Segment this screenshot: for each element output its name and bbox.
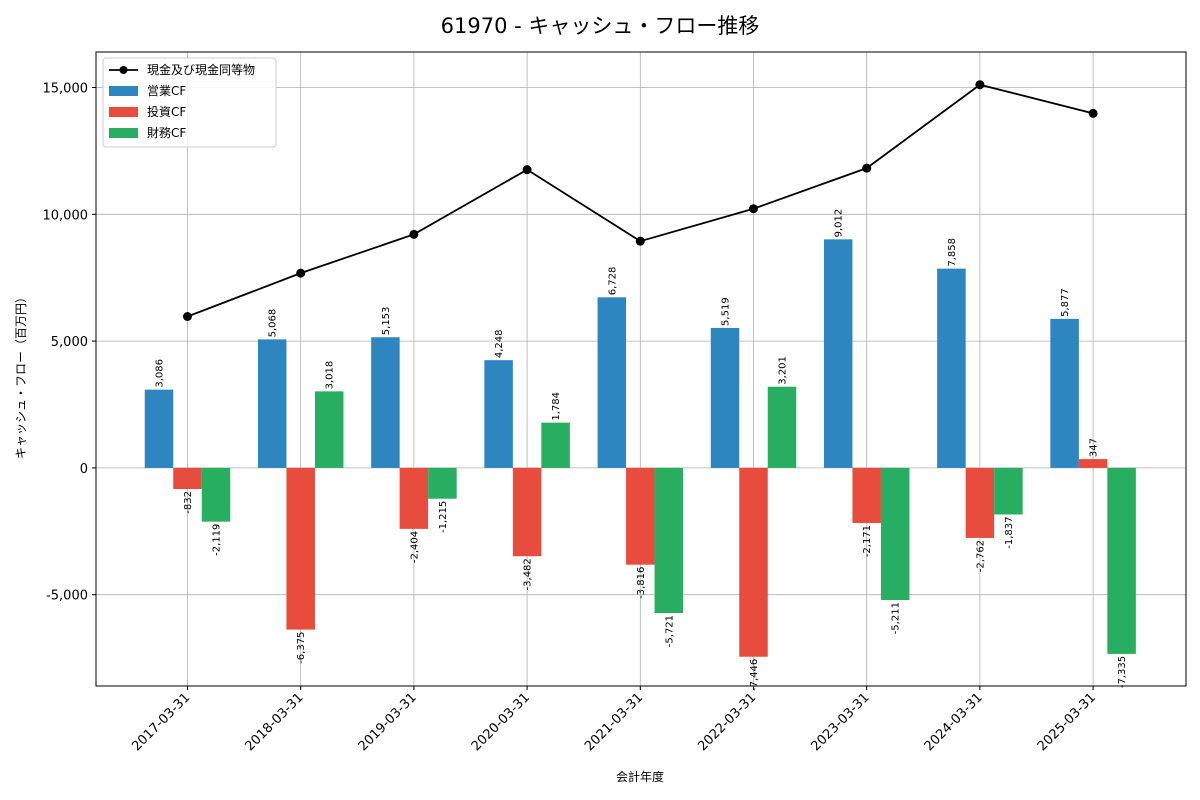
bar-data-label: 3,018: [325, 361, 336, 390]
bar-data-label: -1,215: [438, 501, 449, 533]
bar-operating-cf: [257, 339, 287, 468]
bar-investing-cf: [173, 467, 202, 490]
bar-data-label: 7,858: [947, 238, 958, 267]
legend-label: 財務CF: [147, 125, 186, 140]
bar-operating-cf: [1050, 318, 1079, 468]
cash-point: [409, 229, 419, 239]
cash-point: [975, 80, 985, 90]
bar-data-label: 3,201: [778, 356, 789, 385]
bar-financing-cf: [994, 467, 1023, 515]
bar-data-label: 6,728: [607, 267, 618, 296]
legend-label: 現金及び現金同等物: [147, 62, 255, 77]
bar-data-label: 9,012: [834, 209, 845, 238]
bar-data-label: -2,762: [975, 540, 986, 572]
bar-financing-cf: [654, 467, 684, 613]
bar-operating-cf: [937, 268, 966, 468]
cash-point: [183, 312, 192, 322]
line-layer: [183, 80, 1098, 322]
bar-data-label: 1,784: [551, 392, 562, 421]
bar-data-label: 3,086: [155, 359, 166, 388]
bar-financing-cf: [767, 386, 797, 468]
y-tick-label: 5,000: [51, 335, 88, 350]
bar-data-label: 5,153: [381, 307, 392, 336]
x-axis-label: 会計年度: [616, 769, 664, 784]
legend-label: 投資CF: [147, 104, 186, 119]
bar-investing-cf: [626, 467, 655, 565]
y-axis-label: キャッシュ・フロー（百万円）: [14, 291, 28, 459]
bar-financing-cf: [541, 422, 570, 468]
y-tick-label: 10,000: [43, 208, 89, 223]
bar-data-label: 4,248: [494, 330, 505, 359]
bar-investing-cf: [852, 467, 881, 523]
bar-investing-cf: [965, 467, 995, 538]
bar-data-label: -5,211: [891, 602, 902, 634]
legend-swatch: [109, 128, 138, 138]
bar-financing-cf: [1107, 467, 1136, 654]
legend-label: 営業CF: [147, 84, 186, 98]
bar-data-label: -7,335: [1117, 656, 1128, 688]
bar-layer: [144, 239, 1136, 657]
bar-data-label: -2,404: [409, 531, 420, 563]
bar-data-label: 5,877: [1060, 288, 1071, 317]
bar-financing-cf: [201, 467, 231, 522]
bar-investing-cf: [286, 467, 315, 630]
bar-investing-cf: [1078, 459, 1108, 468]
cash-point: [522, 165, 532, 175]
data-label-layer: 3,086 5,068 5,153 4,248 6,728 5,519 9,012 7,858…: [155, 209, 1129, 691]
bar-financing-cf: [314, 391, 344, 468]
cash-point: [635, 236, 645, 246]
bar-data-label: -832: [183, 491, 194, 514]
legend-box: [102, 57, 277, 148]
bar-operating-cf: [597, 297, 627, 468]
bar-data-label: -2,171: [862, 525, 873, 557]
bar-data-label: -6,375: [296, 632, 307, 664]
bar-data-label: -2,119: [212, 524, 223, 556]
bar-data-label: 5,068: [268, 309, 279, 338]
bar-data-label: -1,837: [1004, 516, 1015, 548]
bar-data-label: -7,446: [749, 659, 760, 691]
legend-swatch: [109, 107, 138, 117]
bar-operating-cf: [710, 327, 740, 468]
bar-financing-cf: [428, 467, 457, 499]
y-tick-label: -5,000: [46, 589, 88, 604]
cash-point: [1088, 108, 1098, 118]
bar-operating-cf: [823, 239, 853, 468]
legend-swatch: [109, 86, 138, 96]
cash-point: [862, 163, 872, 173]
bar-data-label: -3,816: [636, 567, 647, 599]
bar-data-label: 347: [1089, 438, 1100, 457]
bar-data-label: -3,482: [523, 558, 534, 590]
y-tick-label: 15,000: [43, 82, 89, 97]
plot-frame: [95, 51, 1187, 687]
cash-point: [749, 204, 758, 214]
legend-line-marker: [119, 66, 128, 74]
bar-investing-cf: [399, 467, 429, 529]
chart-title: 61970 - キャッシュ・フロー推移: [441, 14, 760, 38]
bar-data-label: -5,721: [664, 615, 675, 647]
y-tick-label: 0: [80, 462, 88, 477]
bar-operating-cf: [144, 389, 174, 468]
bar-operating-cf: [371, 337, 400, 468]
bar-investing-cf: [739, 467, 768, 657]
bar-data-label: 5,519: [721, 297, 732, 326]
cash-point: [296, 268, 306, 278]
bar-investing-cf: [512, 467, 542, 557]
bar-operating-cf: [484, 360, 513, 468]
bar-financing-cf: [880, 467, 910, 601]
